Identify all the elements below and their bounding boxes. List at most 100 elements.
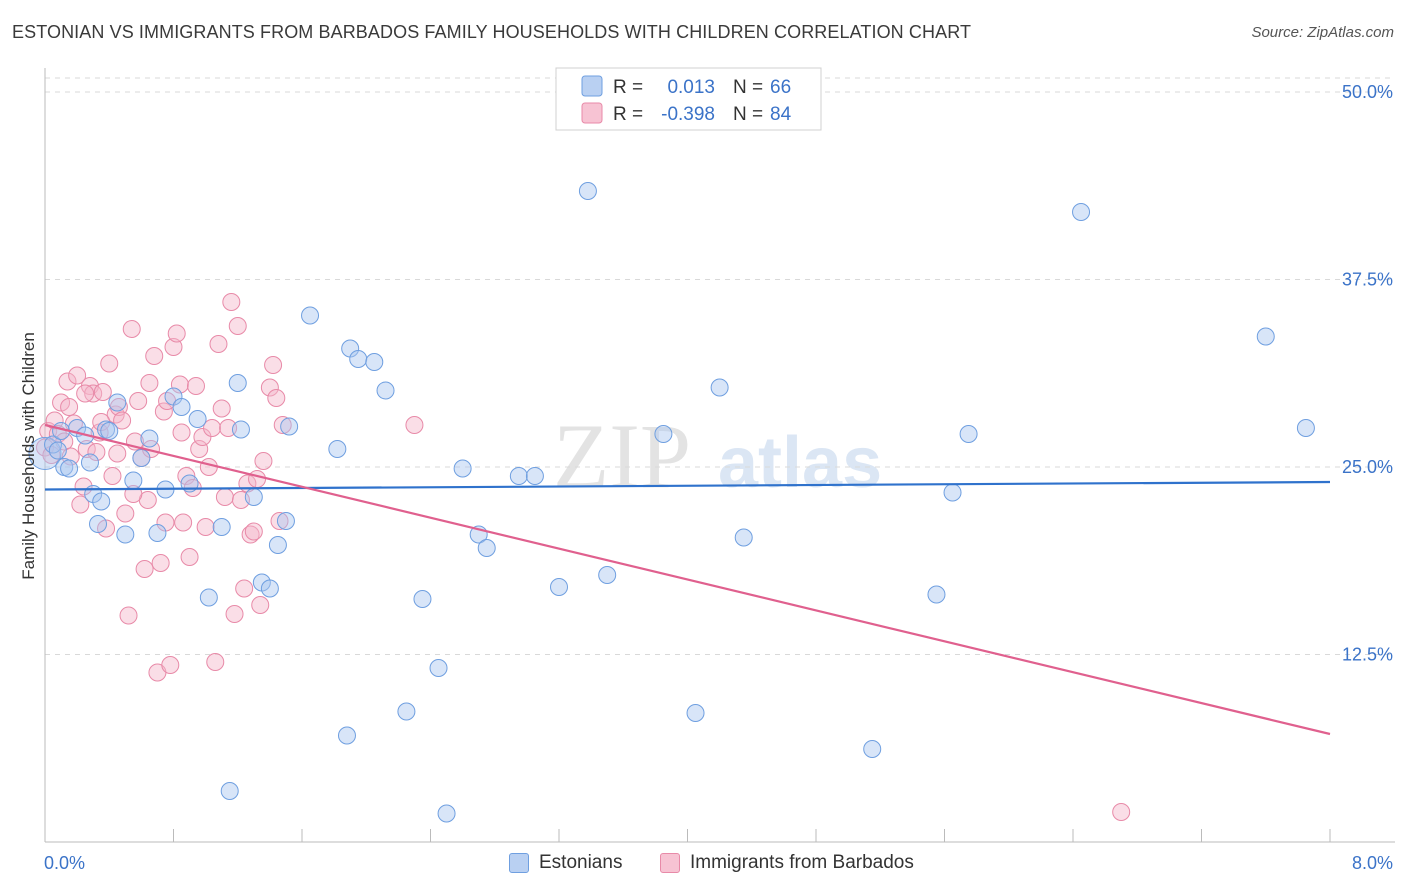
point-barbados-74 [60, 398, 79, 416]
legend-n-label-1: N = [733, 77, 763, 98]
point-barbados-77 [108, 444, 127, 463]
point-barbados-52 [203, 419, 222, 437]
point-estonians-63 [1256, 327, 1275, 346]
point-barbados-21 [103, 467, 122, 485]
legend-item-barbados[interactable]: Immigrants from Barbados [660, 852, 914, 874]
point-barbados-69 [260, 378, 279, 397]
point-estonians-64 [1296, 419, 1315, 437]
series-immigrants-barbados [36, 293, 1131, 821]
point-estonians-23 [188, 410, 207, 428]
trend-lines [44, 423, 1331, 736]
point-estonians-53 [598, 566, 617, 584]
point-barbados-24 [113, 411, 132, 430]
point-estonians-35 [301, 306, 320, 325]
point-barbados-12 [74, 477, 93, 496]
point-estonians-39 [349, 350, 368, 368]
y-tick-label-1: 25.0% [1342, 457, 1393, 477]
point-barbados-60 [228, 317, 247, 335]
point-estonians-54 [654, 425, 673, 443]
point-estonians-15 [124, 471, 143, 490]
point-estonians-29 [244, 488, 263, 506]
point-barbados-25 [116, 504, 135, 523]
point-barbados-76 [76, 384, 95, 403]
trend-line-estonians [44, 480, 1331, 491]
point-estonians-50 [525, 467, 544, 485]
point-barbados-51 [199, 458, 218, 476]
legend-r-label-1: R = [613, 77, 643, 98]
legend-r-value-2: -0.398 [661, 104, 715, 125]
point-barbados-48 [190, 440, 209, 458]
point-barbados-49 [193, 428, 212, 446]
legend-n-value-2: 84 [770, 104, 792, 125]
point-barbados-66 [248, 470, 267, 488]
point-estonians-55 [686, 704, 705, 722]
point-barbados-58 [222, 293, 241, 311]
point-barbados-47 [186, 377, 205, 395]
watermark-zip: ZIP [553, 405, 691, 507]
point-barbados-81 [172, 423, 191, 442]
point-estonians-12 [100, 422, 119, 440]
point-barbados-16 [87, 443, 106, 461]
point-barbados-29 [129, 392, 148, 410]
point-estonians-28 [231, 420, 250, 439]
point-barbados-18 [93, 383, 112, 401]
point-estonians-48 [477, 539, 496, 557]
legend-n-value-1: 66 [770, 77, 791, 98]
point-barbados-20 [100, 354, 119, 373]
point-barbados-41 [167, 324, 186, 343]
point-barbados-72 [270, 512, 289, 530]
legend-bottom: Estonians Immigrants from Barbados [0, 852, 1406, 878]
point-barbados-34 [145, 347, 164, 365]
point-estonians-60 [943, 483, 962, 502]
legend-item-estonians[interactable]: Estonians [509, 852, 622, 874]
point-estonians-56 [710, 378, 729, 397]
point-estonians-58 [863, 740, 882, 758]
legend-r-label-2: R = [613, 104, 643, 125]
point-estonians-21 [172, 398, 191, 416]
point-estonians-49 [509, 467, 528, 485]
point-barbados-82 [405, 416, 424, 434]
x-tick-label-0: 0.0% [44, 853, 85, 873]
point-barbados-71 [267, 389, 286, 407]
legend-top: R = 0.013 N = 66 R = -0.398 N = 84 [555, 67, 822, 131]
point-estonians-11 [97, 420, 116, 439]
point-estonians-42 [397, 702, 416, 721]
legend-label-barbados: Immigrants from Barbados [690, 852, 914, 873]
series-estonians [28, 182, 1315, 823]
point-estonians-14 [116, 525, 135, 544]
point-estonians-62 [1072, 203, 1091, 221]
point-estonians-16 [132, 449, 151, 467]
point-estonians-32 [268, 536, 287, 554]
y-tick-label-0: 12.5% [1342, 645, 1393, 665]
point-barbados-11 [71, 495, 90, 514]
x-tick-label-1: 8.0% [1352, 853, 1393, 873]
legend-swatch-blue [581, 75, 603, 97]
point-estonians-46 [453, 459, 472, 478]
point-estonians-31 [260, 579, 279, 598]
point-barbados-10 [68, 366, 87, 385]
point-estonians-27 [228, 374, 247, 392]
point-estonians-45 [437, 804, 456, 823]
point-barbados-37 [154, 402, 173, 421]
point-estonians-65 [48, 441, 67, 460]
point-barbados-3 [45, 411, 64, 430]
point-estonians-61 [959, 425, 978, 443]
y-tick-label-3: 50.0% [1342, 82, 1393, 102]
point-estonians-33 [276, 512, 295, 530]
point-barbados-27 [122, 320, 141, 338]
legend-n-label-2: N = [733, 104, 763, 125]
point-barbados-54 [209, 335, 228, 353]
point-estonians-25 [212, 518, 231, 536]
point-barbados-31 [135, 560, 154, 578]
point-barbados-65 [244, 522, 263, 541]
gridlines [45, 77, 1395, 655]
point-barbados-56 [215, 488, 234, 506]
legend-label-estonians: Estonians [539, 852, 623, 873]
point-barbados-43 [174, 513, 193, 532]
point-estonians-17 [140, 429, 159, 448]
y-tick-label-2: 37.5% [1342, 270, 1393, 290]
chart-title: ESTONIAN VS IMMIGRANTS FROM BARBADOS FAM… [12, 22, 972, 42]
point-barbados-70 [264, 356, 283, 374]
point-barbados-59 [225, 605, 244, 623]
